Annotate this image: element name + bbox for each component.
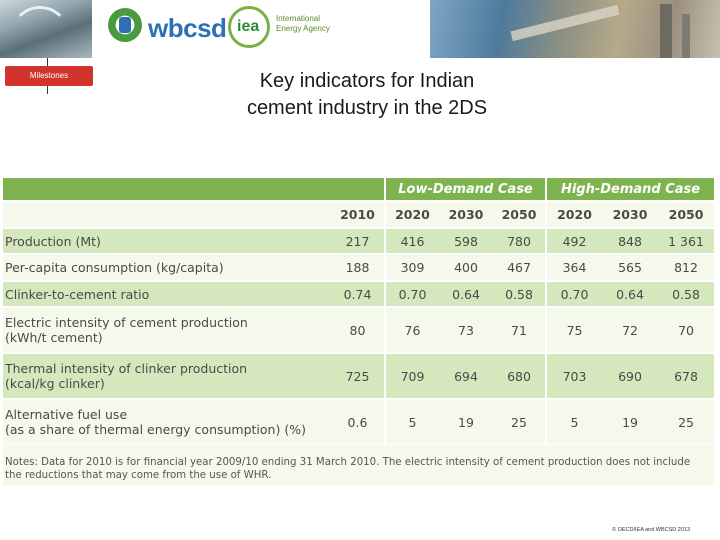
row-label: Per-capita consumption (kg/capita) (3, 254, 331, 282)
table-cell: 690 (602, 353, 659, 400)
table-cell: 725 (331, 353, 385, 400)
iea-logo-text: iea (237, 18, 260, 35)
iea-logo: iea International Energy Agency (228, 6, 338, 52)
case-header-blank (3, 178, 331, 202)
table-cell: 703 (545, 353, 603, 400)
row-label: Thermal intensity of clinker production(… (3, 353, 331, 400)
table-cell: 694 (439, 353, 493, 400)
table-cell: 848 (602, 228, 659, 255)
row-label-line: Per-capita consumption (kg/capita) (5, 260, 224, 275)
row-label-line: (as a share of thermal energy consumptio… (5, 422, 306, 437)
row-label: Electric intensity of cement production(… (3, 307, 331, 354)
table-cell: 70 (658, 307, 715, 354)
header-banner: wbcsd iea International Energy Agency (0, 0, 720, 58)
table-cell: 25 (493, 399, 547, 446)
page-title: Key indicators for Indian cement industr… (180, 68, 554, 122)
table-cell: 565 (602, 254, 659, 282)
wbcsd-logo: wbcsd (108, 8, 227, 46)
table-cell: 188 (331, 254, 385, 282)
year-header: 2030 (439, 201, 493, 229)
year-header: 2010 (331, 201, 385, 229)
header-photo-left (0, 0, 92, 58)
row-label-line: Thermal intensity of clinker production (5, 361, 248, 376)
header-photo-right (430, 0, 720, 58)
table-cell: 400 (439, 254, 493, 282)
row-label-line: Clinker-to-cement ratio (5, 286, 150, 302)
notes-line-1: Notes: Data for 2010 is for financial ye… (5, 457, 691, 468)
table-cell: 678 (658, 353, 715, 400)
table-row: Per-capita consumption (kg/capita) 188 309… (3, 254, 715, 282)
iea-name: International Energy Agency (276, 14, 330, 34)
table-cell: 75 (545, 307, 603, 354)
row-label-line: Alternative fuel use (5, 407, 128, 422)
table-cell: 80 (331, 307, 385, 354)
table-cell: 19 (439, 399, 493, 446)
table-cell: 5 (545, 399, 603, 446)
table-row: Clinker-to-cement ratio 0.74 0.70 0.64 0.58 0… (3, 281, 715, 308)
case-header-row: Low-Demand Case High-Demand Case (3, 178, 715, 202)
table-cell: 598 (439, 228, 493, 255)
table-row: Thermal intensity of clinker production(… (3, 353, 715, 400)
notes-line-2: the reductions that may come from the us… (5, 470, 272, 481)
table-cell: 309 (384, 254, 439, 282)
page-title-line-1: Key indicators for Indian (259, 70, 475, 92)
table-cell: 709 (384, 353, 439, 400)
row-label: Clinker-to-cement ratio (3, 281, 331, 308)
table-cell: 0.70 (384, 281, 439, 308)
table-cell: 0.64 (439, 281, 493, 308)
year-header: 2050 (658, 201, 715, 229)
table-cell: 5 (384, 399, 439, 446)
row-label-line: Production (Mt) (5, 233, 101, 249)
page-title-line-2: cement industry in the 2DS (246, 97, 488, 119)
table-cell: 780 (493, 228, 547, 255)
year-header: 2050 (493, 201, 547, 229)
low-demand-case-header: Low-Demand Case (383, 178, 547, 202)
table-row: Production (Mt) 217 416 598 780 492 848 1 361 (3, 228, 715, 255)
table-notes: Notes: Data for 2010 is for financial ye… (3, 445, 714, 486)
table-cell: 467 (493, 254, 547, 282)
table-cell: 416 (384, 228, 439, 255)
table-row: Electric intensity of cement production(… (3, 307, 715, 354)
table-cell: 71 (493, 307, 547, 354)
table-cell: 76 (384, 307, 439, 354)
wbcsd-gear-icon (108, 8, 142, 42)
row-label-line: (kcal/kg clinker) (5, 376, 105, 391)
table-row: Alternative fuel use (as a share of therm… (3, 399, 715, 446)
table-cell: 812 (658, 254, 715, 282)
table-cell: 0.74 (331, 281, 385, 308)
row-label: Production (Mt) (3, 228, 331, 255)
copyright-text: © OECD/IEA and WBCSD 2013 (612, 527, 691, 533)
indicators-table: Low-Demand Case High-Demand Case 2010 20… (3, 178, 715, 446)
wbcsd-logo-text: wbcsd (148, 13, 227, 43)
year-header-row: 2010 2020 2030 2050 2020 2030 2050 (3, 201, 715, 229)
table-cell: 680 (493, 353, 547, 400)
table-cell: 492 (545, 228, 603, 255)
iea-circle-icon: iea (228, 6, 270, 48)
row-label-line: Electric intensity of cement production (5, 315, 248, 330)
case-header-blank-2010 (331, 178, 385, 202)
table-cell: 1 361 (658, 228, 715, 255)
iea-name-line-1: International (276, 14, 321, 23)
year-header: 2030 (602, 201, 659, 229)
table-cell: 0.70 (545, 281, 603, 308)
year-header: 2020 (384, 201, 439, 229)
row-label-line: (kWh/t cement) (5, 330, 103, 345)
table-cell: 25 (658, 399, 715, 446)
table-cell: 0.58 (658, 281, 715, 308)
row-label: Alternative fuel use (as a share of therm… (3, 399, 331, 446)
year-header-blank (3, 201, 331, 229)
year-header: 2020 (545, 201, 603, 229)
high-demand-case-header: High-Demand Case (545, 178, 715, 202)
table-cell: 73 (439, 307, 493, 354)
table-cell: 72 (602, 307, 659, 354)
table-cell: 19 (602, 399, 659, 446)
table-cell: 0.58 (493, 281, 547, 308)
milestones-tag[interactable]: Milestones (5, 66, 93, 86)
table-cell: 0.64 (602, 281, 659, 308)
table-cell: 217 (331, 228, 385, 255)
table-cell: 0.6 (331, 399, 385, 446)
iea-name-line-2: Energy Agency (276, 24, 330, 33)
table-cell: 364 (545, 254, 603, 282)
